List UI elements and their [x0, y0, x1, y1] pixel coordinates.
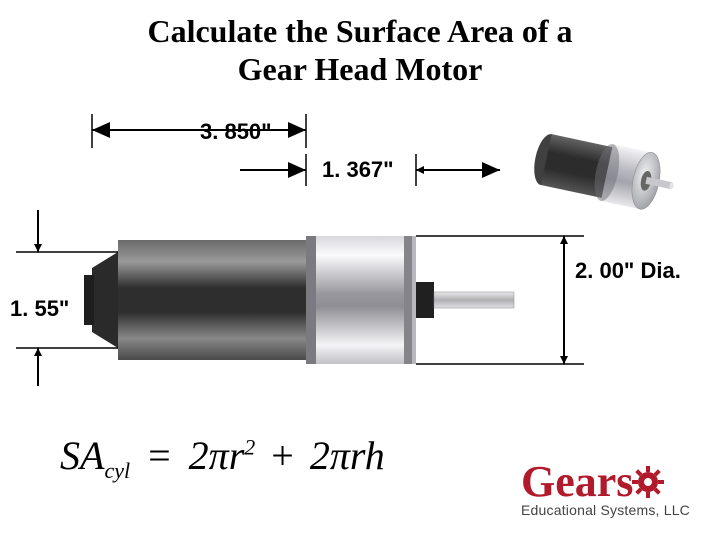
output-shaft [434, 292, 514, 308]
title-line-2: Gear Head Motor [238, 51, 483, 87]
dim-length-dark: 3. 850" [200, 119, 272, 145]
surface-area-equation: SAcyl = 2πr2 + 2πrh [60, 432, 385, 484]
logo-text: Gears [521, 460, 633, 504]
dim-nose-height: 1. 55" [10, 296, 69, 322]
dark-cylinder [118, 240, 306, 360]
dim-length-silver: 1. 367" [322, 157, 394, 183]
page-title: Calculate the Surface Area of a Gear Hea… [0, 0, 720, 89]
gear-icon [631, 465, 665, 499]
nose-cone [92, 252, 118, 348]
logo: Gears Educational Systems, LLC [521, 460, 690, 518]
logo-main: Gears [521, 460, 690, 504]
title-line-1: Calculate the Surface Area of a [147, 13, 572, 49]
logo-subtitle: Educational Systems, LLC [521, 502, 690, 518]
silver-cylinder [316, 236, 408, 364]
dim-diameter: 2. 00" Dia. [575, 258, 681, 284]
